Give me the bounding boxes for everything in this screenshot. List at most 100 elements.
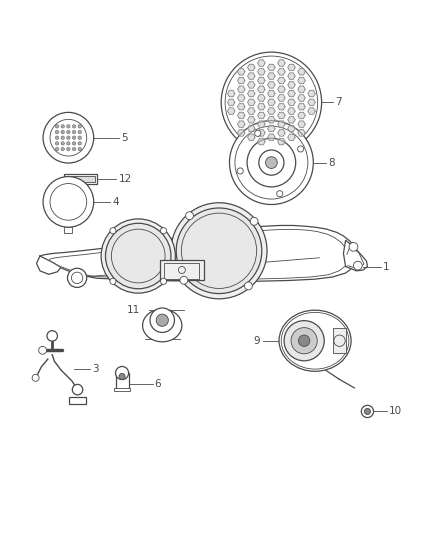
Polygon shape: [278, 77, 285, 84]
Polygon shape: [258, 139, 265, 145]
Polygon shape: [298, 112, 305, 119]
Circle shape: [116, 367, 129, 379]
Polygon shape: [278, 86, 285, 92]
Circle shape: [72, 142, 76, 145]
Polygon shape: [247, 134, 255, 141]
Polygon shape: [268, 73, 275, 79]
Polygon shape: [278, 60, 285, 66]
Polygon shape: [298, 130, 305, 136]
Circle shape: [61, 147, 64, 151]
Polygon shape: [288, 73, 295, 79]
Circle shape: [119, 374, 125, 379]
Text: 9: 9: [254, 336, 261, 346]
Polygon shape: [237, 69, 245, 75]
Circle shape: [55, 142, 59, 145]
Circle shape: [55, 147, 59, 151]
Circle shape: [39, 346, 46, 354]
Circle shape: [78, 142, 81, 145]
Polygon shape: [268, 134, 275, 141]
Polygon shape: [258, 69, 265, 75]
Circle shape: [78, 136, 81, 140]
Circle shape: [284, 321, 324, 361]
Bar: [64, 174, 97, 184]
Circle shape: [277, 191, 283, 197]
Circle shape: [78, 125, 81, 128]
Circle shape: [67, 136, 70, 140]
Circle shape: [230, 120, 313, 205]
Bar: [116, 373, 129, 389]
Polygon shape: [40, 225, 359, 281]
Polygon shape: [298, 103, 305, 110]
Polygon shape: [268, 64, 275, 70]
Text: 11: 11: [127, 305, 141, 315]
Text: 5: 5: [121, 133, 127, 143]
Polygon shape: [237, 121, 245, 127]
Polygon shape: [247, 117, 255, 123]
Circle shape: [72, 147, 76, 151]
Text: 8: 8: [328, 158, 335, 167]
Polygon shape: [268, 91, 275, 97]
Polygon shape: [278, 139, 285, 145]
Bar: [66, 176, 95, 182]
Polygon shape: [237, 77, 245, 84]
Polygon shape: [288, 82, 295, 88]
Polygon shape: [308, 108, 315, 114]
Circle shape: [250, 217, 258, 225]
Circle shape: [349, 243, 358, 251]
Circle shape: [106, 223, 171, 289]
Circle shape: [67, 142, 70, 145]
Circle shape: [61, 125, 64, 128]
Polygon shape: [288, 91, 295, 97]
Circle shape: [61, 136, 64, 140]
Circle shape: [67, 268, 87, 287]
Polygon shape: [278, 69, 285, 75]
Polygon shape: [308, 91, 315, 97]
Polygon shape: [237, 86, 245, 92]
Circle shape: [101, 219, 175, 293]
Polygon shape: [227, 99, 235, 106]
Polygon shape: [237, 103, 245, 110]
Polygon shape: [227, 91, 235, 97]
Text: 6: 6: [154, 379, 161, 390]
Text: 4: 4: [112, 197, 119, 207]
Polygon shape: [298, 77, 305, 84]
Circle shape: [298, 335, 310, 346]
Text: 7: 7: [335, 98, 341, 107]
Polygon shape: [343, 240, 367, 271]
Polygon shape: [237, 130, 245, 136]
Circle shape: [291, 328, 317, 354]
Polygon shape: [247, 99, 255, 106]
Polygon shape: [298, 69, 305, 75]
Polygon shape: [288, 125, 295, 132]
Circle shape: [361, 405, 374, 417]
Circle shape: [67, 130, 70, 134]
Bar: [114, 388, 130, 391]
Polygon shape: [36, 256, 61, 274]
Polygon shape: [278, 103, 285, 110]
Polygon shape: [268, 125, 275, 132]
Polygon shape: [268, 117, 275, 123]
Polygon shape: [258, 121, 265, 127]
Ellipse shape: [143, 309, 182, 342]
Polygon shape: [247, 64, 255, 70]
Circle shape: [67, 147, 70, 151]
Polygon shape: [308, 99, 315, 106]
Polygon shape: [288, 64, 295, 70]
Bar: [160, 260, 204, 280]
Circle shape: [55, 136, 59, 140]
Ellipse shape: [279, 310, 351, 372]
Polygon shape: [288, 108, 295, 114]
Circle shape: [297, 146, 304, 152]
Polygon shape: [247, 91, 255, 97]
Text: 12: 12: [119, 174, 132, 184]
Circle shape: [78, 130, 81, 134]
Polygon shape: [278, 121, 285, 127]
Circle shape: [255, 130, 261, 136]
Polygon shape: [227, 108, 235, 114]
Polygon shape: [268, 108, 275, 114]
Circle shape: [237, 168, 243, 174]
Polygon shape: [258, 112, 265, 119]
Circle shape: [265, 157, 277, 168]
Circle shape: [156, 314, 168, 326]
Polygon shape: [288, 134, 295, 141]
